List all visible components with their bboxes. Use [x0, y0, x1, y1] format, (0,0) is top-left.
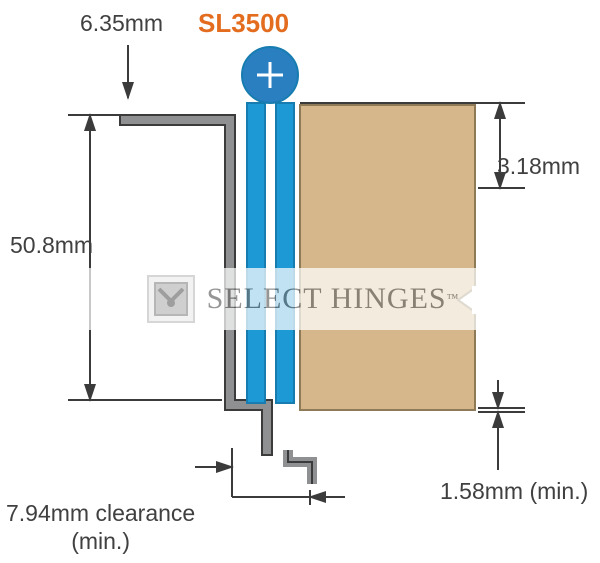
diagram-canvas: SL3500 6.35mm 50.8mm 3.18mm 1.58mm (min.… [0, 0, 600, 563]
watermark-text: SELECT HINGES™ [207, 282, 460, 316]
dim-label-bottom-right: 1.58mm (min.) [440, 478, 588, 505]
watermark: SELECT HINGES™ [73, 268, 533, 330]
dim-bottom-right [478, 380, 525, 470]
hinge-knuckle [242, 47, 298, 103]
dim-label-right-inset: 3.18mm [497, 153, 580, 180]
product-label: SL3500 [198, 8, 289, 39]
hinge-icon [151, 279, 191, 319]
dim-bottom-left [195, 448, 345, 505]
watermark-logo-box [147, 275, 195, 323]
dim-label-left-height: 50.8mm [10, 232, 93, 259]
dim-label-bottom-left: 7.94mm clearance (min.) [6, 500, 195, 555]
hinge-leaves [247, 103, 294, 403]
dim-label-top-left: 6.35mm [80, 10, 163, 37]
door-slab [300, 105, 478, 410]
